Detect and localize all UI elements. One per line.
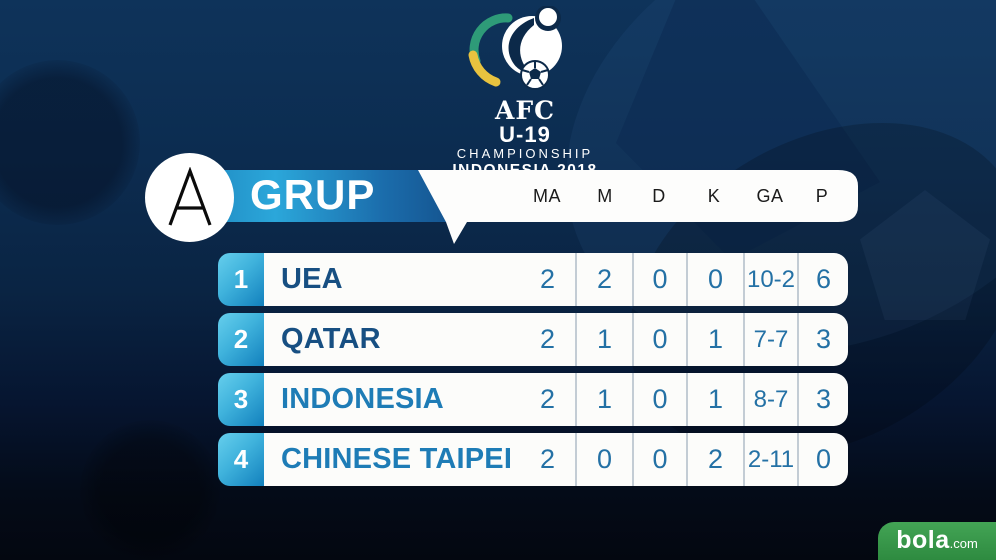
background-circle-shape (0, 60, 140, 225)
cell-ga: 2-11 (743, 433, 797, 486)
column-header-p: P (815, 186, 829, 206)
table-row: 2 QATAR 2 1 0 1 7-7 3 (218, 313, 848, 366)
cell-d: 0 (632, 373, 686, 426)
team-name: QATAR (281, 323, 381, 355)
brand-tld: .com (949, 536, 978, 551)
cell-p: 6 (797, 253, 848, 306)
cell-d: 0 (632, 433, 686, 486)
cell-k: 2 (686, 433, 743, 486)
group-letter-a (167, 166, 212, 226)
table-row: 1 UEA 2 2 0 0 10-2 6 (218, 253, 848, 306)
table-header-bar (418, 170, 858, 244)
group-title: GRUP (250, 171, 376, 218)
background-circle-shape (80, 420, 220, 560)
cell-k: 1 (686, 373, 743, 426)
group-banner (190, 170, 457, 222)
background-pentagon-shape (860, 190, 990, 320)
logo-text-u19: U-19 (499, 122, 551, 147)
afc-u19-emblem-icon (468, 6, 562, 90)
column-header-ga: GA (756, 186, 784, 206)
column-header-k: K (707, 186, 721, 206)
group-letter-badge (145, 153, 234, 242)
cell-m: 1 (575, 313, 632, 366)
column-header-m: M (597, 186, 613, 206)
cell-ma: 2 (539, 384, 556, 414)
cell-ga: 7-7 (743, 313, 797, 366)
row-body: QATAR 2 1 0 1 7-7 3 (264, 313, 848, 366)
logo-text-championship: CHAMPIONSHIP (456, 146, 594, 162)
row-body: INDONESIA 2 1 0 1 8-7 3 (264, 373, 848, 426)
tournament-logo: AFC U-19 CHAMPIONSHIP INDONESIA 2018 (418, 6, 632, 181)
rank-badge: 2 (218, 313, 264, 366)
column-header-d: D (652, 186, 666, 206)
team-name: INDONESIA (281, 383, 444, 415)
cell-ga: 10-2 (743, 253, 797, 306)
logo-text-afc: AFC (494, 96, 556, 125)
cell-k: 0 (686, 253, 743, 306)
bola-com-logo: bola .com (878, 522, 996, 560)
table-row: 3 INDONESIA 2 1 0 1 8-7 3 (218, 373, 848, 426)
rank-badge: 1 (218, 253, 264, 306)
cell-ma: 2 (539, 444, 556, 474)
cell-m: 0 (575, 433, 632, 486)
cell-k: 1 (686, 313, 743, 366)
cell-p: 3 (797, 313, 848, 366)
brand-name: bola (896, 526, 950, 554)
cell-p: 3 (797, 373, 848, 426)
cell-d: 0 (632, 253, 686, 306)
cell-d: 0 (632, 313, 686, 366)
cell-ma: 2 (539, 264, 556, 294)
table-row: 4 CHINESE TAIPEI 2 0 0 2 2-11 0 (218, 433, 848, 486)
rank-badge: 3 (218, 373, 264, 426)
rank-badge: 4 (218, 433, 264, 486)
row-body: CHINESE TAIPEI 2 0 0 2 2-11 0 (264, 433, 848, 486)
cell-ga: 8-7 (743, 373, 797, 426)
column-header-ma: MA (533, 186, 561, 206)
team-name: UEA (281, 263, 343, 295)
cell-m: 2 (575, 253, 632, 306)
row-body: UEA 2 2 0 0 10-2 6 (264, 253, 848, 306)
cell-ma: 2 (539, 324, 556, 354)
team-name: CHINESE TAIPEI (281, 443, 513, 475)
cell-m: 1 (575, 373, 632, 426)
cell-p: 0 (797, 433, 848, 486)
